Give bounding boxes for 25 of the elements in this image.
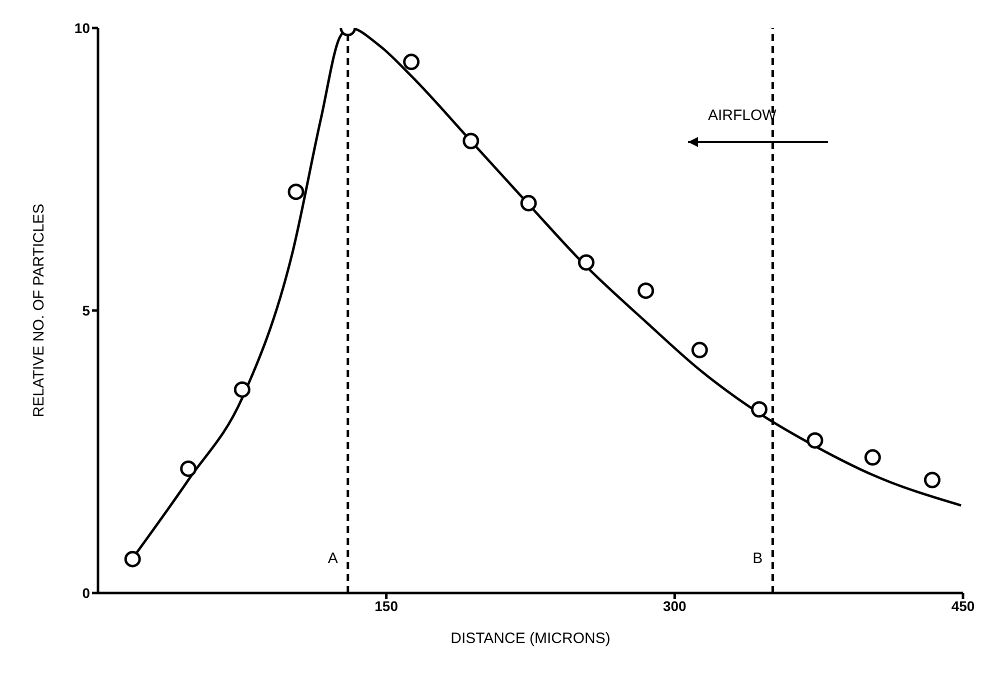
x-tick-label: 150 <box>374 598 398 614</box>
annotation: AIRFLOW <box>708 107 778 124</box>
point <box>462 132 480 150</box>
point <box>234 381 250 398</box>
y-tick-label: 10 <box>74 20 90 36</box>
x-tick-label: 300 <box>662 598 687 614</box>
point <box>578 254 594 271</box>
point <box>638 282 654 299</box>
point <box>691 342 708 358</box>
x-axis-title: DISTANCE (MICRONS) <box>450 630 610 647</box>
point <box>403 54 420 70</box>
point <box>750 401 768 418</box>
point <box>288 184 304 200</box>
point <box>864 449 881 466</box>
x-tick-label: 450 <box>951 598 975 614</box>
point <box>124 550 141 568</box>
ref-line-label: A <box>328 550 338 567</box>
point <box>520 194 537 212</box>
point <box>180 460 197 477</box>
point <box>924 472 940 488</box>
point <box>806 432 824 449</box>
y-tick-label: 0 <box>82 584 90 601</box>
ref-line-label: B <box>752 550 763 567</box>
y-tick-label: 5 <box>82 302 90 318</box>
y-axis-title: RELATIVE NO. OF PARTICLES <box>30 204 48 418</box>
